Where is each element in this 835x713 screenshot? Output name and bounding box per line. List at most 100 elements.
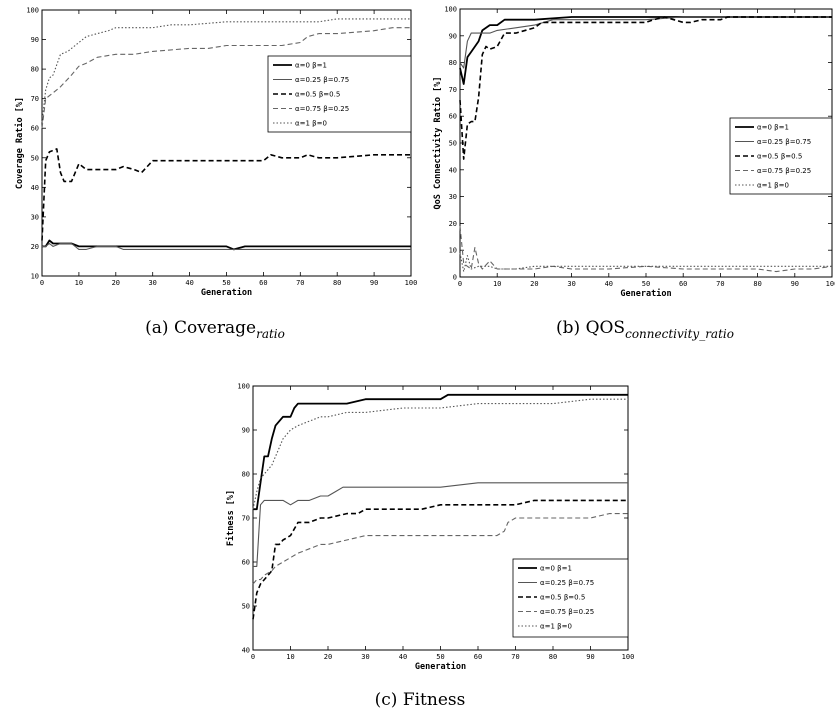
- x-tick-label: 100: [405, 279, 418, 287]
- x-tick-label: 90: [586, 653, 594, 661]
- caption-a-prefix: (a): [145, 318, 174, 338]
- series-line-2: [252, 499, 628, 620]
- y-axis-label: Fitness [%]: [225, 490, 236, 546]
- caption-b: (b) QOSconnectivity_ratio: [505, 318, 785, 341]
- y-tick-label: 10: [449, 247, 457, 255]
- caption-a-main: Coverage: [173, 318, 257, 338]
- y-tick-label: 90: [242, 427, 250, 435]
- y-tick-label: 90: [31, 36, 39, 44]
- x-tick-label: 10: [75, 279, 83, 287]
- caption-a: (a) Coverageratio: [105, 318, 325, 341]
- x-tick-label: 60: [679, 280, 687, 288]
- x-tick-label: 60: [259, 279, 267, 287]
- x-tick-label: 30: [361, 653, 369, 661]
- legend-label: α=0.25 β=0.75: [295, 76, 349, 84]
- y-tick-label: 60: [31, 125, 39, 133]
- x-tick-label: 50: [436, 653, 444, 661]
- y-tick-label: 50: [449, 140, 457, 148]
- chart-c: 0 10 20 30 40 50 60 70 80 90 100 40 50 60 70 80 90 100 Gen…: [225, 383, 635, 673]
- x-axis-label: Generation: [201, 287, 252, 298]
- caption-c-main: Fitness: [402, 690, 466, 710]
- x-tick-label: 70: [716, 280, 724, 288]
- y-tick-label: 60: [242, 559, 250, 567]
- legend-label: α=0.75 β=0.25: [295, 105, 349, 113]
- x-tick-label: 80: [753, 280, 761, 288]
- x-tick-label: 20: [530, 280, 538, 288]
- y-tick-label: 10: [31, 273, 39, 281]
- y-tick-label: 20: [449, 220, 457, 228]
- y-tick-label: 20: [31, 243, 39, 251]
- x-tick-label: 90: [791, 280, 799, 288]
- chart-b: 0 10 20 30 40 50 60 70 80 90 100 0 10 20 30 40 50 60 70 80 9…: [432, 6, 835, 300]
- x-tick-label: 40: [605, 280, 613, 288]
- legend-label: α=0.5 β=0.5: [757, 153, 802, 161]
- legend-label: α=0 β=1: [295, 62, 327, 70]
- y-tick-label: 100: [26, 7, 39, 15]
- x-axis-label: Generation: [415, 661, 466, 672]
- x-tick-label: 0: [40, 279, 44, 287]
- x-tick-label: 60: [474, 653, 482, 661]
- caption-a-sub: ratio: [256, 327, 285, 341]
- x-axis-label: Generation: [620, 288, 671, 299]
- y-axis-label: Coverage Ratio [%]: [14, 97, 25, 189]
- caption-c-prefix: (c): [374, 690, 403, 710]
- x-tick-label: 20: [112, 279, 120, 287]
- x-tick-label: 80: [333, 279, 341, 287]
- series-line-2: [41, 148, 411, 241]
- y-tick-label: 30: [31, 213, 39, 221]
- series-line-4: [41, 18, 411, 123]
- x-tick-label: 70: [511, 653, 519, 661]
- legend-label: α=0 β=1: [540, 565, 572, 573]
- legend-label: α=0.25 β=0.75: [540, 579, 594, 587]
- y-axis-label: QoS Connectivity Ratio [%]: [432, 76, 443, 209]
- x-tick-label: 40: [399, 653, 407, 661]
- x-tick-label: 20: [324, 653, 332, 661]
- y-tick-label: 0: [453, 274, 457, 282]
- x-tick-label: 50: [222, 279, 230, 287]
- legend-box: [512, 558, 629, 638]
- legend-label: α=0.75 β=0.25: [540, 608, 594, 616]
- y-tick-label: 40: [449, 166, 457, 174]
- y-tick-label: 50: [242, 603, 250, 611]
- legend-label: α=0 β=1: [757, 124, 789, 132]
- x-tick-label: 10: [286, 653, 294, 661]
- series-line-1: [253, 482, 628, 567]
- y-tick-label: 30: [449, 193, 457, 201]
- series-line-0: [42, 239, 411, 251]
- series-line-3: [459, 226, 833, 273]
- series-line-1: [42, 242, 411, 250]
- x-tick-label: 0: [458, 280, 462, 288]
- x-tick-label: 30: [148, 279, 156, 287]
- x-tick-label: 100: [622, 653, 635, 661]
- x-tick-label: 40: [185, 279, 193, 287]
- caption-b-main: QOS: [585, 318, 626, 338]
- series-line-4: [459, 252, 832, 273]
- y-tick-label: 40: [242, 647, 250, 655]
- x-tick-label: 0: [251, 653, 255, 661]
- chart-a: 0 10 20 30 40 50 60 70 80 90 100102030405060708090…: [14, 7, 418, 299]
- x-tick-label: 30: [567, 280, 575, 288]
- x-tick-label: 10: [493, 280, 501, 288]
- legend-label: α=1 β=0: [540, 623, 572, 631]
- y-tick-label: 80: [31, 66, 39, 74]
- x-tick-label: 70: [296, 279, 304, 287]
- x-tick-label: 50: [642, 280, 650, 288]
- y-tick-label: 80: [242, 471, 250, 479]
- series-line-3: [41, 27, 411, 129]
- caption-c: (c) Fitness: [330, 690, 510, 710]
- legend-label: α=0.75 β=0.25: [757, 167, 811, 175]
- y-tick-label: 100: [237, 383, 250, 391]
- y-tick-label: 90: [449, 32, 457, 40]
- y-tick-label: 80: [449, 59, 457, 67]
- series-line-3: [252, 513, 628, 585]
- y-tick-label: 70: [449, 86, 457, 94]
- y-tick-label: 40: [31, 184, 39, 192]
- series-line-4: [252, 398, 628, 510]
- y-tick-label: 100: [444, 6, 457, 14]
- plot-area: [41, 9, 412, 277]
- y-tick-label: 70: [242, 515, 250, 523]
- legend-label: α=1 β=0: [757, 182, 789, 190]
- legend-label: α=0.5 β=0.5: [295, 91, 340, 99]
- caption-b-sub: connectivity_ratio: [625, 327, 734, 341]
- legend-label: α=1 β=0: [295, 120, 327, 128]
